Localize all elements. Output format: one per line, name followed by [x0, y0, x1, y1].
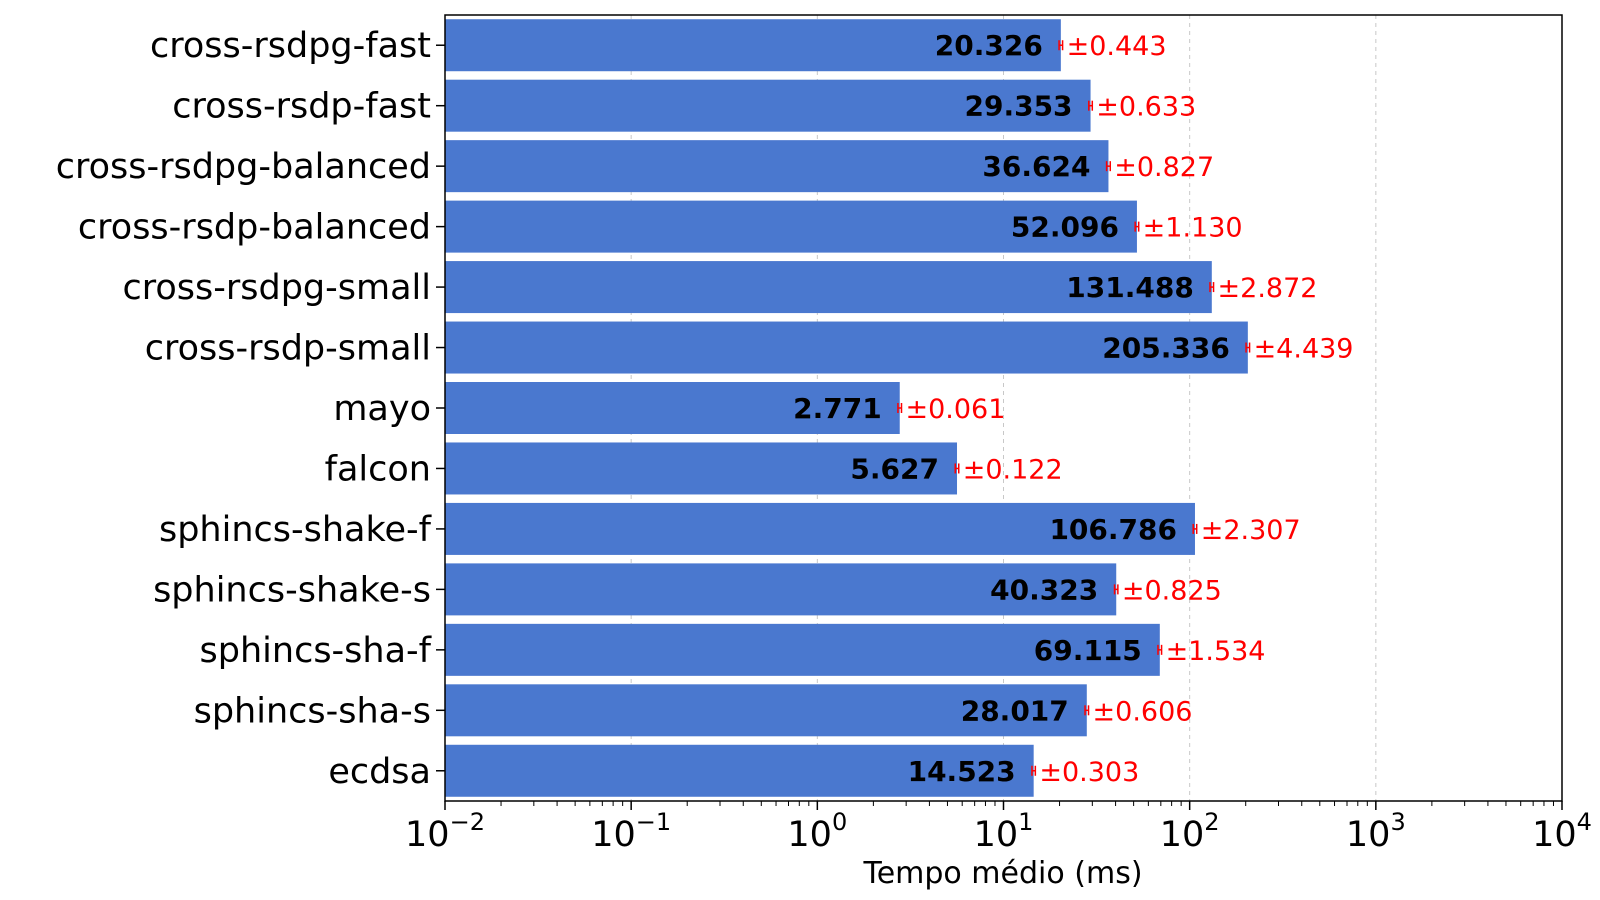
bar: [445, 79, 1091, 132]
bar: [445, 684, 1087, 737]
category-label: cross-rsdpg-fast: [150, 26, 431, 66]
category-label: sphincs-sha-f: [200, 631, 432, 671]
bar: [445, 19, 1061, 72]
x-tick-label: 102: [1160, 808, 1220, 855]
category-label: cross-rsdp-small: [145, 329, 431, 369]
category-label: cross-rsdp-fast: [172, 87, 431, 127]
error-label: ±1.534: [1166, 636, 1266, 667]
bars: [445, 19, 1248, 797]
error-label: ±2.307: [1201, 515, 1301, 546]
category-label: ecdsa: [328, 752, 431, 792]
value-label: 28.017: [961, 694, 1069, 727]
x-tick-label: 10−1: [591, 808, 671, 855]
value-label: 52.096: [1011, 211, 1119, 244]
x-axis-title: Tempo médio (ms): [862, 856, 1142, 891]
value-label: 14.523: [908, 755, 1016, 788]
x-tick-label: 103: [1346, 808, 1406, 855]
error-label: ±4.439: [1254, 334, 1354, 365]
category-label: sphincs-sha-s: [194, 691, 431, 731]
plot-frame: [444, 14, 1563, 802]
error-label: ±0.061: [905, 394, 1005, 425]
bar: [445, 382, 900, 434]
value-label: 20.326: [935, 29, 1043, 62]
category-label: falcon: [325, 449, 431, 489]
value-label: 2.771: [793, 392, 882, 425]
bar: [445, 744, 1034, 797]
value-label: 29.353: [964, 90, 1072, 123]
category-label: sphincs-shake-f: [159, 510, 432, 550]
value-label: 106.786: [1049, 513, 1177, 546]
x-tick-label: 101: [974, 808, 1034, 855]
value-label: 5.627: [850, 452, 939, 485]
error-label: ±0.633: [1096, 92, 1196, 123]
value-label: 36.624: [982, 150, 1090, 183]
value-label: 131.488: [1066, 271, 1194, 304]
category-label: cross-rsdp-balanced: [78, 208, 431, 248]
value-label: 69.115: [1034, 634, 1142, 667]
error-label: ±0.122: [963, 454, 1063, 485]
value-label: 40.323: [990, 573, 1098, 606]
bar: [445, 140, 1109, 193]
value-label: 205.336: [1102, 332, 1230, 365]
error-label: ±0.827: [1114, 152, 1214, 183]
category-labels: cross-rsdpg-fast cross-rsdp-fast cross-rsd…: [56, 26, 445, 792]
error-label: ±0.606: [1093, 696, 1193, 727]
error-label: ±0.443: [1067, 31, 1167, 62]
bar: [445, 502, 1195, 555]
bar: [445, 623, 1160, 676]
x-tick-label: 104: [1532, 808, 1592, 855]
bar: [445, 261, 1212, 314]
x-axis-ticks: 10−2 10−1 100 101 102 103 104: [405, 801, 1592, 855]
category-label: cross-rsdpg-balanced: [56, 147, 431, 187]
bar: [445, 200, 1137, 253]
bar: [445, 321, 1248, 374]
error-label: ±0.825: [1122, 575, 1222, 606]
error-label: ±2.872: [1218, 273, 1318, 304]
bar: [445, 442, 958, 495]
category-label: sphincs-shake-s: [153, 570, 431, 610]
error-bars: [897, 40, 1251, 776]
x-tick-label: 10−2: [405, 808, 485, 855]
error-label: ±0.303: [1039, 757, 1139, 788]
bar: [445, 563, 1117, 616]
x-tick-label: 100: [787, 808, 847, 855]
error-label: ±1.130: [1143, 213, 1243, 244]
category-label: mayo: [333, 389, 431, 429]
category-label: cross-rsdpg-small: [122, 268, 431, 308]
